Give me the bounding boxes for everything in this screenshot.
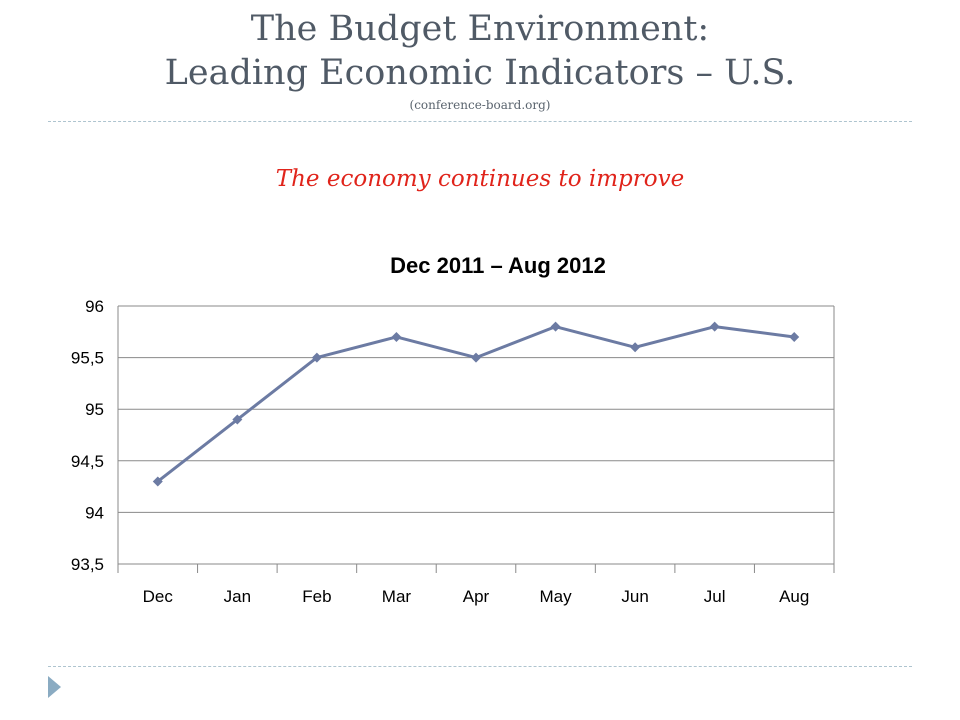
slide-title-line-2: Leading Economic Indicators – U.S. [164,53,796,93]
x-tick-label: Jun [621,587,648,606]
slide-subtitle: The economy continues to improve [275,166,685,192]
data-point-marker [471,352,481,363]
data-point-marker [550,321,561,332]
slide-title-source: (conference-board.org) [409,98,551,112]
bullet-arrow-icon [48,676,61,698]
y-tick-label: 94 [85,503,104,522]
x-tick-label: Aug [779,587,809,606]
data-point-marker [630,342,641,353]
y-tick-label: 95 [85,400,104,419]
bottom-divider [48,666,912,667]
x-tick-label: Jan [224,587,251,606]
data-point-marker [789,331,800,342]
top-divider [48,121,912,122]
x-tick-label: Feb [302,587,331,606]
y-tick-label: 95,5 [71,349,104,368]
y-tick-label: 93,5 [71,555,104,574]
data-point-marker [232,414,243,425]
data-point-marker [152,476,163,487]
x-tick-label: Apr [463,587,490,606]
data-point-marker [391,331,402,342]
data-point-marker [709,321,720,332]
y-tick-label: 96 [85,297,104,316]
x-tick-label: Mar [382,587,412,606]
x-tick-label: May [539,587,572,606]
slide-title-line-1: The Budget Environment: [250,9,710,49]
series-line [156,325,795,483]
x-tick-label: Dec [143,587,174,606]
data-point-marker [311,352,322,363]
x-tick-label: Jul [704,587,726,606]
y-tick-label: 94,5 [71,452,104,471]
chart-title: Dec 2011 – Aug 2012 [390,253,606,278]
